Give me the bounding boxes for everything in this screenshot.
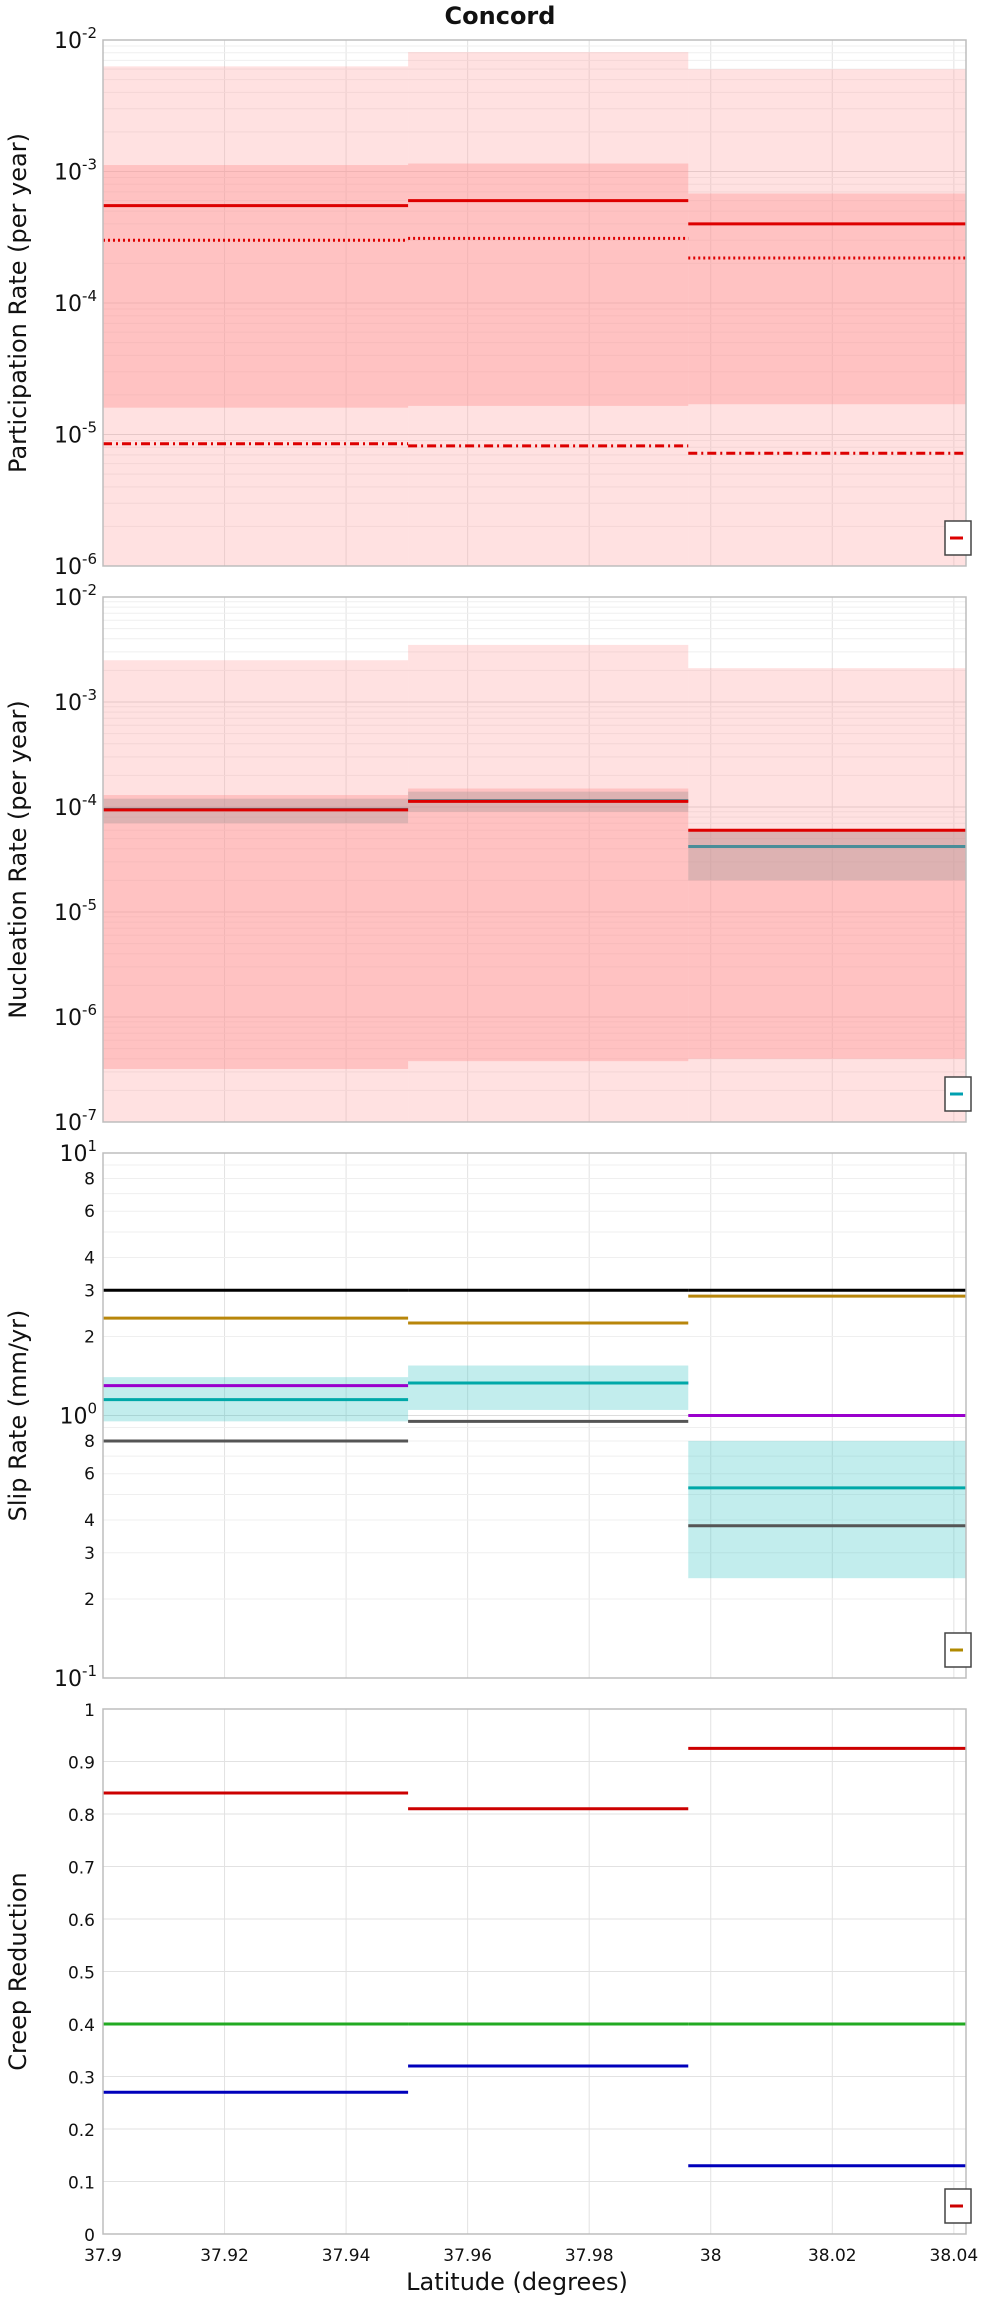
panel-2-plot-area	[103, 597, 966, 1122]
x-tick-label: 38.04	[930, 2246, 979, 2266]
panel-4-y-tick-label: 0	[84, 2226, 95, 2246]
panel-3-legend	[944, 1632, 972, 1668]
panel-3-y-tick-label: 100	[59, 1400, 97, 1430]
panel-3-band-1-segment-3	[688, 1440, 966, 1579]
panel-2-band-1-segment-3	[688, 668, 966, 1122]
panel-3-band-1-segment-2	[408, 1365, 689, 1410]
panel-3-y-axis-label: Slip Rate (mm/yr)	[4, 1310, 32, 1522]
panel-2-frame	[102, 596, 967, 1123]
panel-1-legend	[944, 520, 972, 556]
panel-4: 0 0.1 0.2 0.3 0.4 0.5 0.6 0.7 0.8 0.9 1 Creep Reduc…	[4, 1701, 972, 2246]
panel-3-y-minor-tick-label: 8	[84, 1432, 95, 1452]
panel-2-band-1-segment-1	[103, 660, 409, 1122]
x-axis-label: Latitude (degrees)	[406, 2268, 628, 2296]
panel-3-y-minor-tick-label: 6	[84, 1202, 95, 1222]
x-tick-label: 37.92	[200, 2246, 249, 2266]
panel-2-y-tick-label: 10-7	[54, 1106, 97, 1136]
panel-1-y-tick-label: 10-6	[54, 550, 97, 580]
panel-3-y-minor-tick-label: 2	[84, 1327, 95, 1347]
panel-4-y-tick-label: 0.1	[68, 2174, 95, 2194]
panel-3-y-minor-tick-label: 3	[84, 1281, 95, 1301]
x-ticks: 37.9 37.92 37.94 37.96 37.98 38 38.02 38.04	[84, 2246, 978, 2266]
panel-2-y-tick-label: 10-2	[54, 581, 97, 611]
panel-4-y-axis-label: Creep Reduction	[4, 1872, 32, 2070]
panel-4-y-tick-label: 0.5	[68, 1964, 95, 1984]
panel-2-band-2-segment-1	[103, 795, 409, 1069]
panel-4-y-tick-label: 0.8	[68, 1806, 95, 1826]
panel-2-y-tick-label: 10-5	[54, 896, 97, 926]
x-tick-label: 37.98	[565, 2246, 614, 2266]
panel-2-band-1-segment-2	[408, 644, 689, 1122]
panel-4-y-tick-label: 1	[84, 1701, 95, 1721]
panel-3-frame	[102, 1152, 967, 1679]
panel-1-y-axis-label: Participation Rate (per year)	[4, 133, 32, 473]
panel-3: 101 100 10-1 8 6 4 3 2 8 6 4 3 2 Slip Rate (mm/yr)	[4, 1137, 972, 1692]
panel-4-y-tick-label: 0.9	[68, 1754, 95, 1774]
panel-1-band-2-segment-2	[408, 163, 689, 406]
panel-4-y-tick-label: 0.7	[68, 1859, 95, 1879]
panel-2-band-2-segment-2	[408, 788, 689, 1062]
panel-2-y-tick-label: 10-4	[54, 791, 97, 821]
panel-1-band-2-segment-1	[103, 165, 409, 408]
panel-2-y-tick-label: 10-3	[54, 686, 97, 716]
panel-1-band-1-segment-2	[408, 52, 689, 566]
x-tick-label: 37.96	[443, 2246, 492, 2266]
panel-3-y-tick-label: 101	[59, 1137, 97, 1167]
figure-title: Concord	[445, 2, 556, 30]
panel-1-y-tick-label: 10-4	[54, 287, 97, 317]
panel-1-y-tick-label: 10-3	[54, 156, 97, 186]
panel-1-band-1-segment-3	[688, 69, 966, 567]
panel-4-grid	[102, 1708, 966, 2235]
panel-2-band-3-segment-3	[688, 830, 966, 881]
panel-1: 10-2 10-3 10-4 10-5 10-6 Participation Rate (…	[4, 24, 972, 580]
panel-2: 10-2 10-3 10-4 10-5 10-6 10-7 Nucleation Rate …	[4, 581, 972, 1136]
panel-4-y-tick-label: 0.2	[68, 2121, 95, 2141]
panel-3-y-minor-tick-label: 3	[84, 1544, 95, 1564]
panel-1-frame	[102, 39, 967, 567]
panel-3-y-minor-tick-label: 4	[84, 1511, 95, 1531]
panel-4-frame	[102, 1708, 967, 2235]
panel-4-y-tick-label: 0.3	[68, 2069, 95, 2089]
panel-2-y-axis-label: Nucleation Rate (per year)	[4, 700, 32, 1019]
panel-1-y-tick-label: 10-5	[54, 419, 97, 449]
x-tick-label: 38.02	[808, 2246, 857, 2266]
panel-3-y-minor-tick-label: 8	[84, 1169, 95, 1189]
panel-4-y-tick-label: 0.4	[68, 2016, 95, 2036]
x-tick-label: 37.9	[84, 2246, 122, 2266]
panel-2-band-2-segment-3	[688, 830, 966, 1059]
panel-3-y-minor-tick-label: 2	[84, 1590, 95, 1610]
panel-1-y-tick-label: 10-2	[54, 24, 97, 54]
panel-3-y-tick-label: 10-1	[54, 1662, 97, 1692]
panel-2-y-tick-label: 10-6	[54, 1001, 97, 1031]
x-tick-label: 37.94	[322, 2246, 371, 2266]
panel-4-legend	[944, 2188, 972, 2224]
panel-4-y-tick-label: 0.6	[68, 1911, 95, 1931]
panel-3-y-minor-tick-label: 6	[84, 1465, 95, 1485]
panel-1-band-1-segment-1	[103, 66, 409, 566]
panel-3-y-minor-tick-label: 4	[84, 1248, 95, 1268]
panel-2-legend	[944, 1076, 972, 1112]
x-tick-label: 38	[700, 2246, 722, 2266]
panel-1-band-2-segment-3	[688, 193, 966, 405]
